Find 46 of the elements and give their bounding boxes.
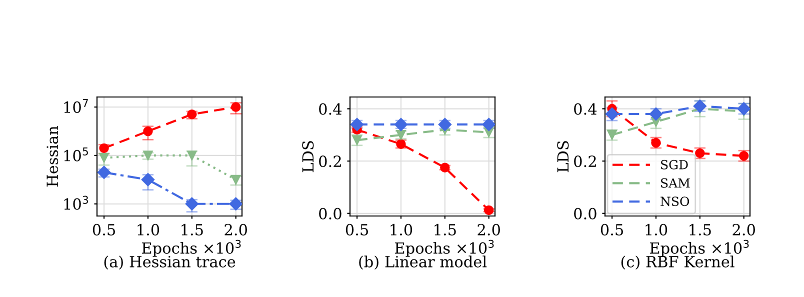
x-tick-label: 1.5 [182,224,203,236]
x-tick-label: 2.0 [478,224,500,236]
x-tick-label: 0.5 [346,224,368,236]
legend-label: NSO [660,196,690,206]
x-tick-label: 1.0 [646,224,668,236]
y-tick-label: 0.0 [574,208,596,220]
text: (b) Linear model [359,256,487,270]
point [607,130,617,140]
point [99,143,109,154]
x-tick-label: 1.0 [138,224,160,236]
point [97,166,111,179]
x-tick-label: 1.5 [690,224,711,236]
x-tick-label: 0.5 [600,224,623,236]
text: (c) RBF Kernel [621,256,734,270]
y-tick-label: 0.2 [574,156,596,168]
point [440,162,450,172]
y-tick-label: 10$^{7}$ [64,99,88,113]
x-axis-title: Epochs ×10$^{3}$ [395,240,494,257]
x-tick-label: 1.5 [434,224,456,236]
point [605,107,619,121]
y-tick-label: 10$^{5}$ [64,148,88,162]
point [99,152,109,163]
y-axis-title: LDS [557,141,569,172]
point [187,150,197,160]
y-tick-label: 0.4 [574,103,597,115]
legend-label: SGD [661,160,688,170]
point [229,197,242,210]
y-tick-label: 0.0 [319,208,342,220]
point [230,102,241,112]
x-tick-label: 1.0 [390,224,412,236]
legend-label: SAM [661,178,690,188]
x-tick-label: 2.0 [224,224,247,236]
x-axis-title: Epochs ×10$^{3}$ [650,240,749,257]
y-axis-title: LDS [302,141,314,172]
x-tick-label: 0.5 [92,224,115,236]
y-tick-label: 0.2 [319,156,341,168]
point [141,173,155,186]
y-axis-title: Hessian [46,126,58,187]
x-axis-title: Epochs ×10$^{3}$ [142,240,241,257]
point [143,126,153,136]
x-tick-label: 2.0 [732,224,755,236]
y-tick-label: 0.4 [319,103,342,115]
text: (a) Hessian trace [104,256,236,270]
y-tick-label: 10$^{3}$ [64,196,88,210]
point [185,197,198,210]
point [484,205,494,216]
